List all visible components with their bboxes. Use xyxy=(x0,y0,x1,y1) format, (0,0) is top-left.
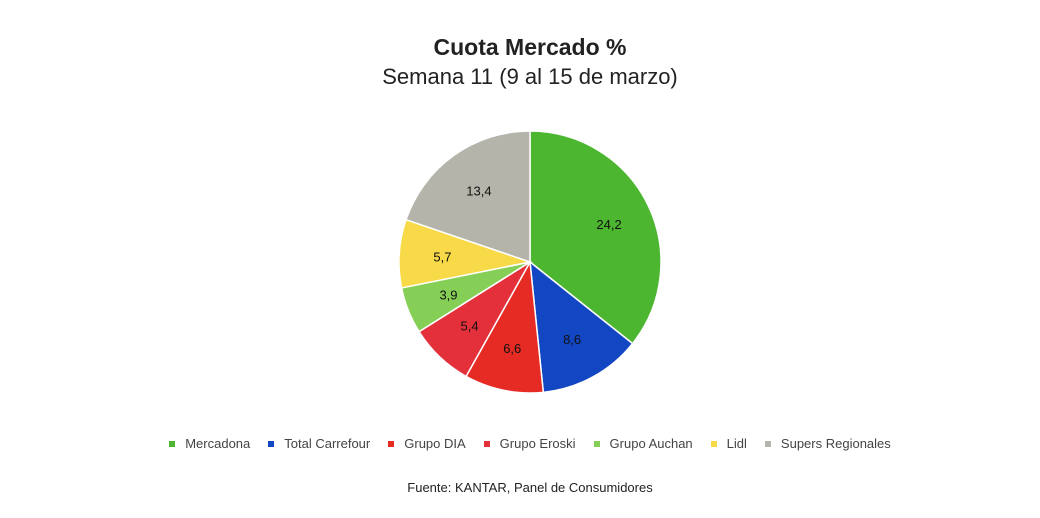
legend-item: Total Carrefour xyxy=(268,436,370,451)
slice-value-label: 8,6 xyxy=(563,332,581,347)
slice-value-label: 13,4 xyxy=(466,184,491,199)
legend-item: Mercadona xyxy=(169,436,250,451)
legend-label: Supers Regionales xyxy=(780,436,891,451)
pie-slice-total-carrefour xyxy=(529,260,634,394)
legend-item: Grupo Eroski xyxy=(483,436,576,451)
legend-swatch xyxy=(764,440,771,447)
legend-item: Supers Regionales xyxy=(764,436,891,451)
slice-value-label: 24,2 xyxy=(596,217,621,232)
slice-value-label: 6,6 xyxy=(503,341,521,356)
slice-value-label: 3,9 xyxy=(439,288,457,303)
legend-item: Grupo DIA xyxy=(388,436,466,451)
legend-label: Total Carrefour xyxy=(284,436,371,451)
legend-swatch xyxy=(483,440,490,447)
legend: Mercadona Total Carrefour Grupo DIA Grupo E… xyxy=(0,436,1040,451)
source-note: Fuente: KANTAR, Panel de Consumidores xyxy=(407,480,653,495)
slice-value-label: 5,4 xyxy=(460,319,478,334)
legend-item: Grupo Auchan xyxy=(593,436,693,451)
pie-slice-supers-regionales xyxy=(405,130,531,264)
legend-label: Mercadona xyxy=(185,436,251,451)
chart-title: Cuota Mercado % xyxy=(433,34,627,60)
pie-slice-mercadona xyxy=(529,130,662,345)
legend-swatch xyxy=(593,440,600,447)
legend-label: Grupo Auchan xyxy=(609,436,693,451)
legend-swatch xyxy=(268,440,275,447)
chart-subtitle: Semana 11 (9 al 15 de marzo) xyxy=(382,64,678,89)
legend-swatch xyxy=(710,440,717,447)
legend-label: Lidl xyxy=(726,436,747,451)
pie-slice-grupo-dia xyxy=(465,259,545,394)
pie-chart: 24,2 8,6 6,6 5,4 3,9 5,7 13,4 xyxy=(398,130,662,394)
legend-swatch xyxy=(169,440,176,447)
legend-label: Grupo Eroski xyxy=(499,436,576,451)
legend-swatch xyxy=(388,440,395,447)
legend-item: Lidl xyxy=(710,436,747,451)
legend-label: Grupo DIA xyxy=(404,436,466,451)
slice-value-label: 5,7 xyxy=(433,249,451,264)
